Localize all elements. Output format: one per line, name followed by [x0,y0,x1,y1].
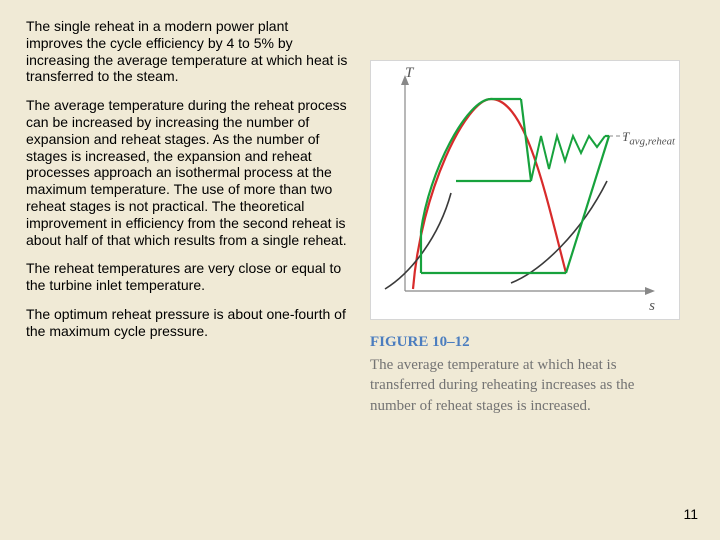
reheat-annotation: Tavg,reheat [622,129,675,148]
paragraph-1: The single reheat in a modern power plan… [26,18,348,85]
x-axis-label: s [649,298,655,315]
ts-diagram-svg [371,61,681,321]
figure-column: T s Tavg,reheat [370,60,690,416]
y-axis-label: T [405,65,413,82]
paragraph-2: The average temperature during the rehea… [26,97,348,248]
paragraph-3: The reheat temperatures are very close o… [26,260,348,294]
ts-diagram: T s Tavg,reheat [370,60,680,320]
text-column: The single reheat in a modern power plan… [26,18,348,352]
figure-caption: The average temperature at which heat is… [370,355,680,416]
paragraph-4: The optimum reheat pressure is about one… [26,306,348,340]
page-number: 11 [683,506,698,522]
figure-label: FIGURE 10–12 [370,334,690,351]
